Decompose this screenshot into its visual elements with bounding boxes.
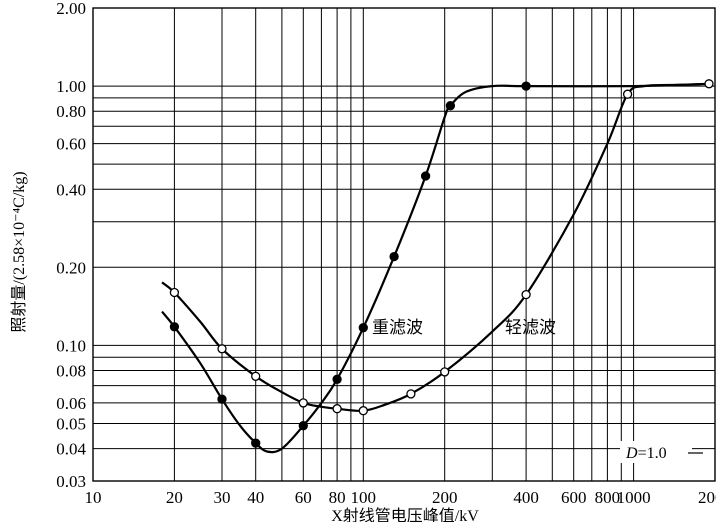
x-tick-label: 80 xyxy=(329,488,346,507)
data-point-light-filter xyxy=(332,404,342,414)
y-tick-label: 0.60 xyxy=(56,135,86,154)
data-point-light-filter xyxy=(440,367,450,377)
x-tick-label: 60 xyxy=(295,488,312,507)
y-tick-label: 0.80 xyxy=(56,102,86,121)
data-point-heavy-filter xyxy=(298,421,308,431)
x-tick-label: 800 xyxy=(595,488,621,507)
data-point-light-filter xyxy=(704,79,714,89)
curves xyxy=(161,82,710,454)
series-line-heavy-filter xyxy=(161,82,710,454)
grid xyxy=(93,8,715,481)
x-tick-label: 30 xyxy=(214,488,231,507)
data-point-heavy-filter xyxy=(389,251,399,262)
svg-text:D=1.0: D=1.0 xyxy=(625,445,667,462)
data-point-light-filter xyxy=(622,89,633,99)
data-point-light-filter xyxy=(169,287,180,298)
data-point-heavy-filter xyxy=(169,322,180,332)
data-point-light-filter xyxy=(298,398,308,408)
param-symbol: D xyxy=(625,445,638,462)
y-tick-label: 0.06 xyxy=(56,394,86,413)
y-tick-label: 0.20 xyxy=(56,258,86,277)
x-tick-label: 2000 xyxy=(698,488,716,507)
data-point-heavy-filter xyxy=(358,323,368,333)
data-point-heavy-filter xyxy=(445,101,456,111)
x-tick-label: 1000 xyxy=(617,488,651,507)
x-tick-label: 200 xyxy=(432,488,458,507)
param-value: =1.0 xyxy=(638,445,667,462)
x-tick-label: 20 xyxy=(166,488,183,507)
y-tick-label: 0.08 xyxy=(56,362,86,381)
data-point-light-filter xyxy=(217,344,227,354)
y-tick-label: 0.03 xyxy=(56,472,86,491)
data-point-heavy-filter xyxy=(332,374,342,384)
y-tick-label: 2.00 xyxy=(56,0,86,18)
series-label-heavy-filter: 重滤波 xyxy=(372,318,423,337)
data-points xyxy=(169,79,714,448)
data-point-heavy-filter xyxy=(521,81,531,91)
x-axis-label: X射线管电压峰值/kV xyxy=(331,507,479,522)
x-tick-label: 100 xyxy=(351,488,377,507)
x-tick-label: 400 xyxy=(513,488,539,507)
data-point-heavy-filter xyxy=(217,394,227,404)
y-tick-label: 0.05 xyxy=(56,415,86,434)
y-tick-label: 0.10 xyxy=(56,336,86,355)
y-tick-label: 0.40 xyxy=(56,180,86,199)
data-point-light-filter xyxy=(358,406,368,416)
y-tick-label: 0.04 xyxy=(56,440,86,459)
data-point-light-filter xyxy=(406,389,416,399)
y-tick-label: 1.00 xyxy=(56,77,86,96)
series-label-light-filter: 轻滤波 xyxy=(505,318,556,337)
data-point-light-filter xyxy=(251,371,261,381)
data-point-light-filter xyxy=(521,289,531,300)
plot-frame xyxy=(92,7,716,482)
x-tick-label: 600 xyxy=(561,488,587,507)
y-axis-label: 照射量/(2.58×10⁻⁴C/kg) xyxy=(10,171,28,332)
x-tick-label: 40 xyxy=(247,488,264,507)
x-tick-label: 10 xyxy=(85,488,102,507)
data-point-heavy-filter xyxy=(251,438,261,448)
filter-parameter-annotation: D=1.0 xyxy=(620,441,703,463)
data-point-heavy-filter xyxy=(420,171,431,181)
series-line-light-filter xyxy=(161,82,710,412)
